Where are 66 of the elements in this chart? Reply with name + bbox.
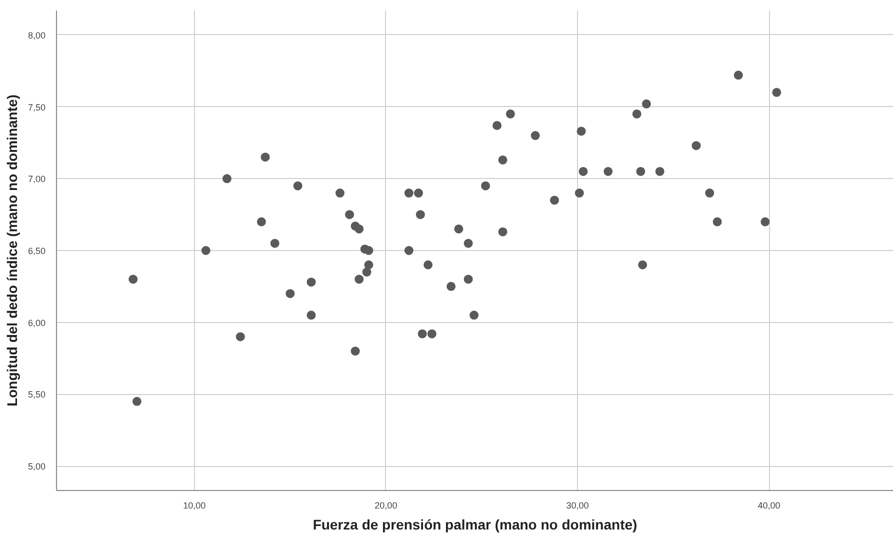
y-tick-label: 8,00 xyxy=(28,30,46,40)
point xyxy=(222,174,232,184)
point xyxy=(470,310,479,320)
y-axis-title: Longitud del dedo índice (mano no dominante) xyxy=(4,94,20,406)
point xyxy=(354,224,364,234)
point xyxy=(236,332,245,342)
point xyxy=(128,274,138,284)
point xyxy=(638,260,648,270)
point xyxy=(498,227,508,236)
point xyxy=(481,181,490,190)
point xyxy=(350,346,360,356)
point xyxy=(364,260,374,270)
point xyxy=(506,109,515,118)
point xyxy=(734,70,743,80)
point xyxy=(286,289,295,298)
point xyxy=(655,166,664,176)
point xyxy=(201,246,210,255)
point xyxy=(498,155,508,164)
point xyxy=(550,196,559,205)
point xyxy=(446,282,456,291)
y-tick-label: 6,50 xyxy=(28,246,46,256)
point xyxy=(636,166,646,176)
point xyxy=(705,188,714,198)
point xyxy=(574,188,584,198)
point xyxy=(132,396,142,406)
point xyxy=(576,126,586,136)
point xyxy=(416,210,425,220)
point xyxy=(772,88,782,97)
x-tick-label: 10,00 xyxy=(183,500,206,510)
point xyxy=(492,120,502,130)
point xyxy=(712,217,722,226)
point xyxy=(293,181,302,190)
y-tick-label: 6,00 xyxy=(28,318,46,328)
y-tick-label: 5,00 xyxy=(28,462,46,472)
point xyxy=(354,274,364,284)
point xyxy=(604,166,613,176)
y-tick-label: 7,50 xyxy=(28,102,46,112)
point xyxy=(256,217,266,226)
point xyxy=(362,268,372,277)
point xyxy=(464,274,473,284)
point xyxy=(404,246,414,255)
point xyxy=(404,188,414,198)
point xyxy=(632,109,642,118)
x-axis-title: Fuerza de prensión palmar (mano no dominante) xyxy=(312,516,638,532)
point xyxy=(306,278,316,287)
point xyxy=(306,310,316,320)
x-tick-label: 30,00 xyxy=(566,500,589,510)
point xyxy=(427,329,436,338)
y-tick-label: 7,00 xyxy=(28,174,46,184)
x-tick-label: 20,00 xyxy=(374,500,398,510)
point xyxy=(760,217,770,226)
point xyxy=(692,141,701,150)
point xyxy=(270,238,280,248)
point xyxy=(345,210,354,220)
x-tick-label: 40,00 xyxy=(758,500,780,510)
point xyxy=(642,99,651,108)
point xyxy=(464,238,473,248)
point xyxy=(454,224,464,234)
point xyxy=(414,188,423,198)
point xyxy=(424,260,433,270)
point xyxy=(530,131,540,140)
point xyxy=(578,166,588,176)
point xyxy=(418,329,427,338)
y-tick-label: 5,50 xyxy=(28,390,46,400)
point xyxy=(260,152,270,162)
point xyxy=(335,188,344,198)
